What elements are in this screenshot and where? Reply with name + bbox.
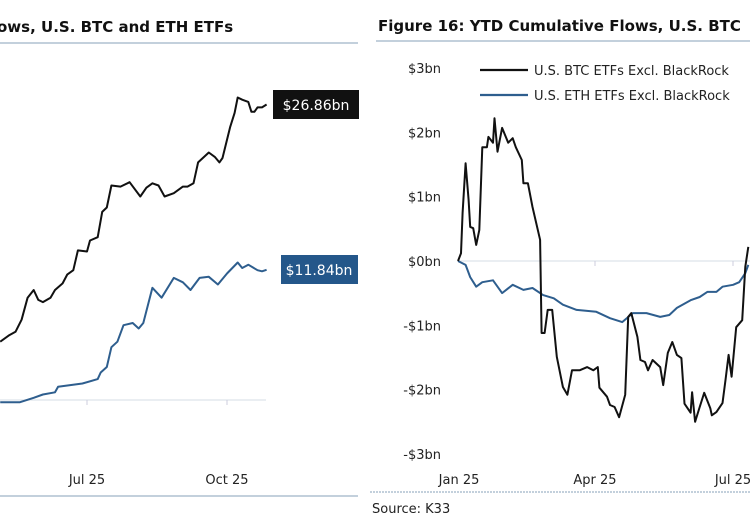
eth-end-label-text: $11.84bn xyxy=(286,263,353,279)
legend-label-btc: U.S. BTC ETFs Excl. BlackRock xyxy=(534,64,729,79)
btc-end-label: $26.86bn xyxy=(273,90,359,119)
btc-end-label-text: $26.86bn xyxy=(283,98,350,114)
y-tick-label: $3bn xyxy=(408,62,441,77)
eth-series-line xyxy=(0,261,267,404)
eth-series-line xyxy=(457,260,750,324)
x-tick-label: Jul 25 xyxy=(714,473,750,488)
y-tick-label: $1bn xyxy=(408,191,441,206)
y-tick-label: -$2bn xyxy=(403,384,441,399)
btc-series-line xyxy=(457,117,750,423)
btc-series-line xyxy=(0,96,268,343)
left-chart: ows, U.S. BTC and ETH ETFs Jul 25 Oct 25… xyxy=(0,18,359,497)
x-tick-label: Oct 25 xyxy=(205,473,248,488)
y-tick-label: $2bn xyxy=(408,126,441,141)
left-chart-title: ows, U.S. BTC and ETH ETFs xyxy=(0,18,233,36)
legend: U.S. BTC ETFs Excl. BlackRock U.S. ETH E… xyxy=(480,64,730,104)
y-tick-label: $0bn xyxy=(408,255,441,270)
x-tick-label: Jul 25 xyxy=(68,473,105,488)
x-tick-label: Apr 25 xyxy=(573,473,616,488)
x-tick-label: Jan 25 xyxy=(438,473,480,488)
legend-label-eth: U.S. ETH ETFs Excl. BlackRock xyxy=(534,89,730,104)
eth-end-label: $11.84bn xyxy=(281,255,358,284)
y-tick-label: -$1bn xyxy=(403,319,441,334)
btc-end-label-box xyxy=(273,90,359,119)
eth-end-label-box xyxy=(281,255,358,284)
y-axis: $3bn $2bn $1bn $0bn -$1bn -$2bn -$3bn xyxy=(403,62,441,463)
right-chart-title: Figure 16: YTD Cumulative Flows, U.S. BT… xyxy=(378,17,741,35)
source-note: Source: K33 xyxy=(372,502,450,517)
right-chart: Figure 16: YTD Cumulative Flows, U.S. BT… xyxy=(370,17,750,517)
y-tick-label: -$3bn xyxy=(403,448,441,463)
